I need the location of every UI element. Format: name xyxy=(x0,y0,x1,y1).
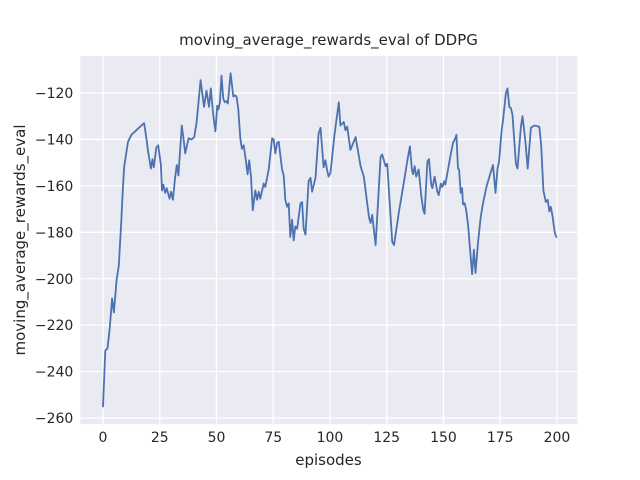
y-tick-label: −120 xyxy=(35,86,73,102)
y-tick-label: −180 xyxy=(35,225,73,241)
y-tick-label: −160 xyxy=(35,179,73,195)
y-tick-label: −200 xyxy=(35,272,73,288)
x-tick-label: 125 xyxy=(373,430,400,446)
y-axis-label: moving_average_rewards_eval xyxy=(11,124,29,356)
plot-background xyxy=(80,56,578,425)
y-tick-label: −240 xyxy=(35,365,73,381)
y-tick-label: −220 xyxy=(35,318,73,334)
x-tick-label: 25 xyxy=(151,430,169,446)
x-tick-label: 100 xyxy=(317,430,344,446)
y-tick-label: −140 xyxy=(35,132,73,148)
y-tick-label: −260 xyxy=(35,411,73,427)
x-tick-label: 75 xyxy=(264,430,282,446)
chart-title: moving_average_rewards_eval of DDPG xyxy=(179,31,478,49)
x-tick-label: 200 xyxy=(544,430,571,446)
x-axis-label: episodes xyxy=(295,451,362,469)
x-tick-label: 0 xyxy=(99,430,108,446)
reward-line xyxy=(102,72,558,408)
x-tick-label: 50 xyxy=(208,430,226,446)
x-tick-label: 150 xyxy=(430,430,457,446)
x-tick-label: 175 xyxy=(487,430,514,446)
